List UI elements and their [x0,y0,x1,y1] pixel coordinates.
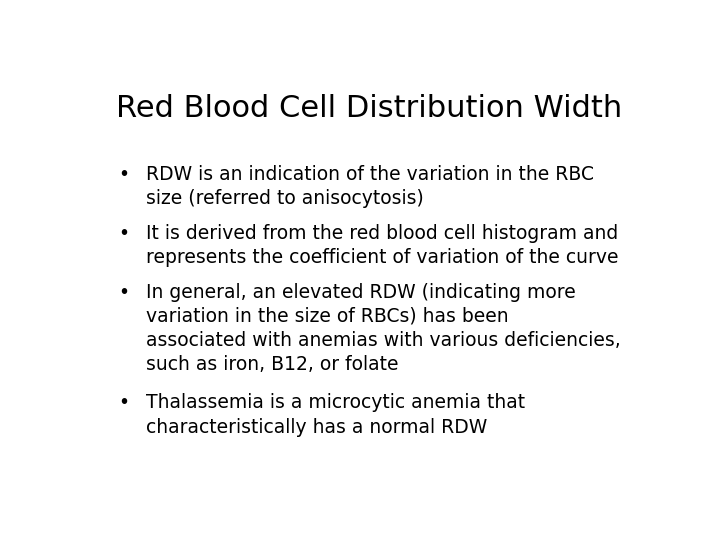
Text: Red Blood Cell Distribution Width: Red Blood Cell Distribution Width [116,94,622,123]
Text: Thalassemia is a microcytic anemia that
characteristically has a normal RDW: Thalassemia is a microcytic anemia that … [145,393,525,436]
Text: In general, an elevated RDW (indicating more
variation in the size of RBCs) has : In general, an elevated RDW (indicating … [145,282,621,374]
Text: RDW is an indication of the variation in the RBC
size (referred to anisocytosis): RDW is an indication of the variation in… [145,165,594,208]
Text: •: • [118,393,129,412]
Text: It is derived from the red blood cell histogram and
represents the coefficient o: It is derived from the red blood cell hi… [145,224,618,267]
Text: •: • [118,282,129,302]
Text: •: • [118,224,129,242]
Text: •: • [118,165,129,184]
